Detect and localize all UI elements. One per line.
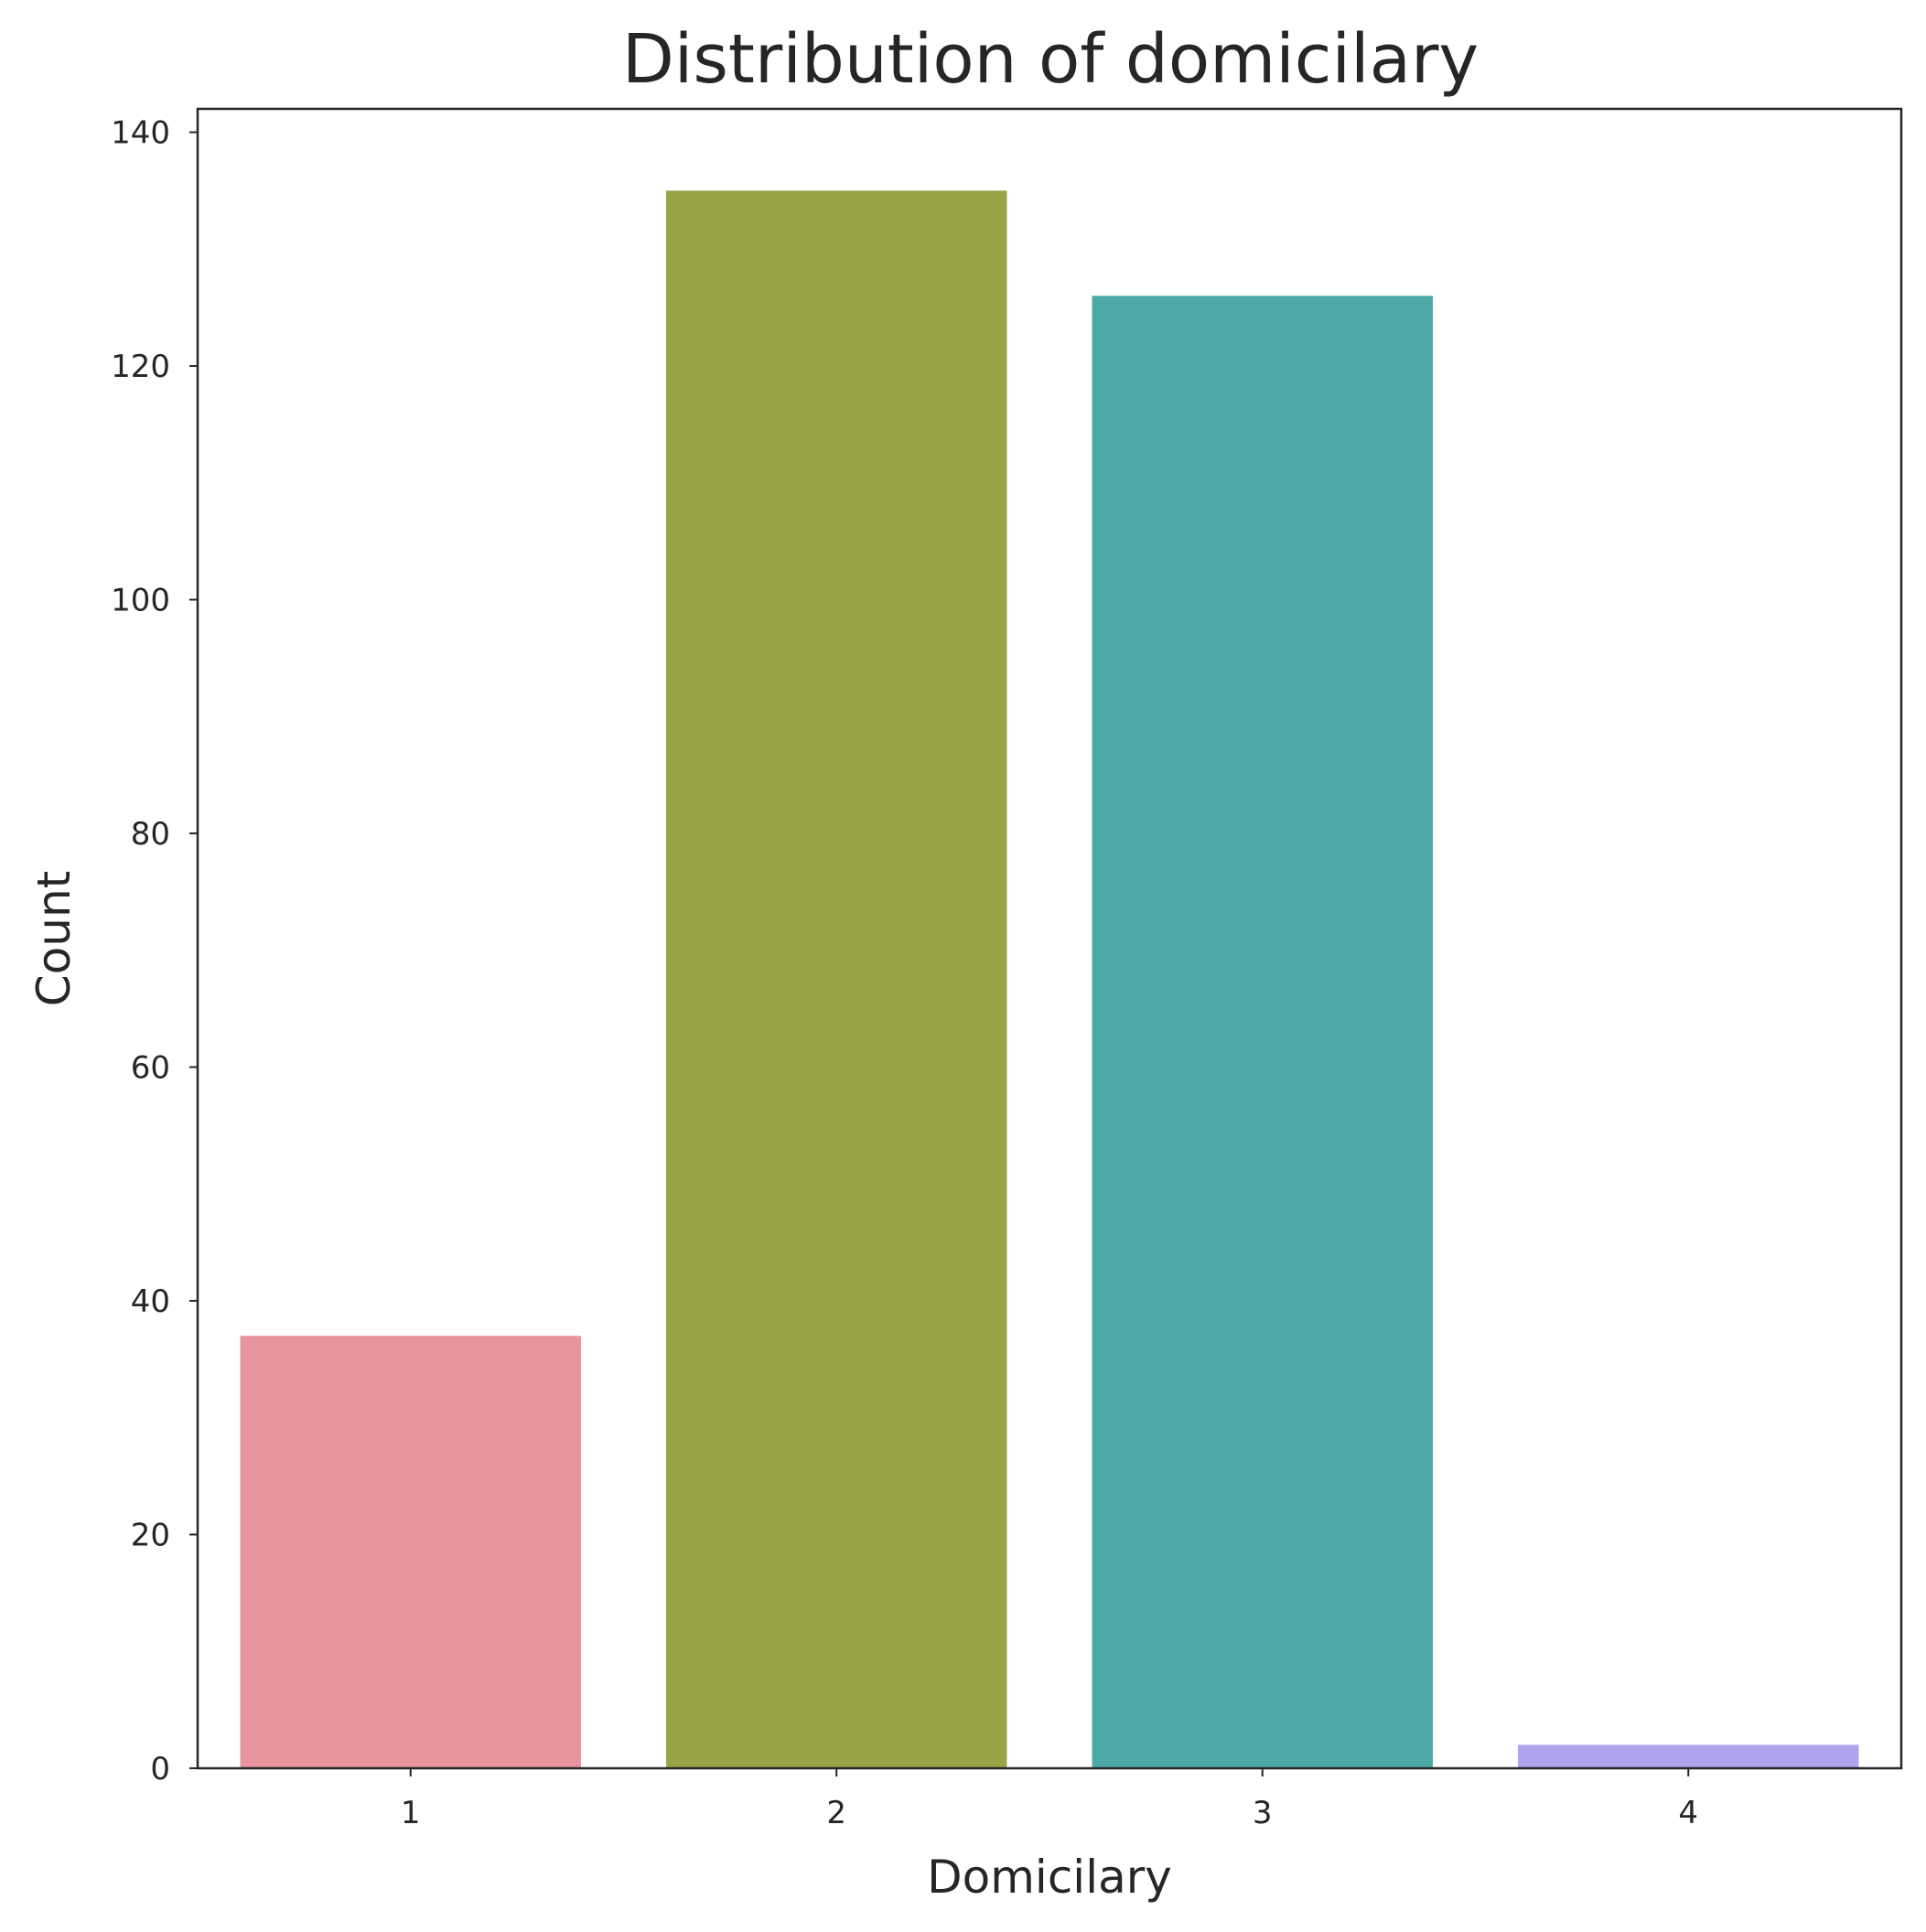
x-tick-label: 1	[401, 1795, 421, 1831]
plot-frame	[196, 107, 1903, 1770]
y-tick-label: 140	[111, 115, 170, 152]
y-axis-label: Count	[27, 871, 81, 1007]
x-tick-label: 3	[1253, 1795, 1273, 1831]
x-axis: 1 2 3 4	[401, 1768, 1698, 1831]
y-tick-label: 120	[111, 349, 170, 385]
x-tick-label: 2	[826, 1795, 846, 1831]
x-axis-label: Domicilary	[927, 1851, 1172, 1904]
y-tick-label: 20	[131, 1518, 170, 1554]
y-tick-label: 0	[150, 1751, 170, 1787]
y-tick-label: 60	[131, 1050, 170, 1087]
bar-4	[1518, 1744, 1859, 1768]
y-tick-label: 80	[131, 816, 170, 853]
y-tick-label: 40	[131, 1283, 170, 1320]
x-tick-label: 4	[1678, 1795, 1698, 1831]
bar-2	[666, 190, 1007, 1769]
y-axis: 0 20 40 60 80 100 120 140	[111, 115, 198, 1787]
bar-3	[1092, 295, 1433, 1768]
y-tick-label: 100	[111, 583, 170, 619]
bar-1	[240, 1336, 581, 1768]
bars-group	[240, 190, 1859, 1769]
chart-title: Distribution of domicilary	[622, 20, 1479, 99]
